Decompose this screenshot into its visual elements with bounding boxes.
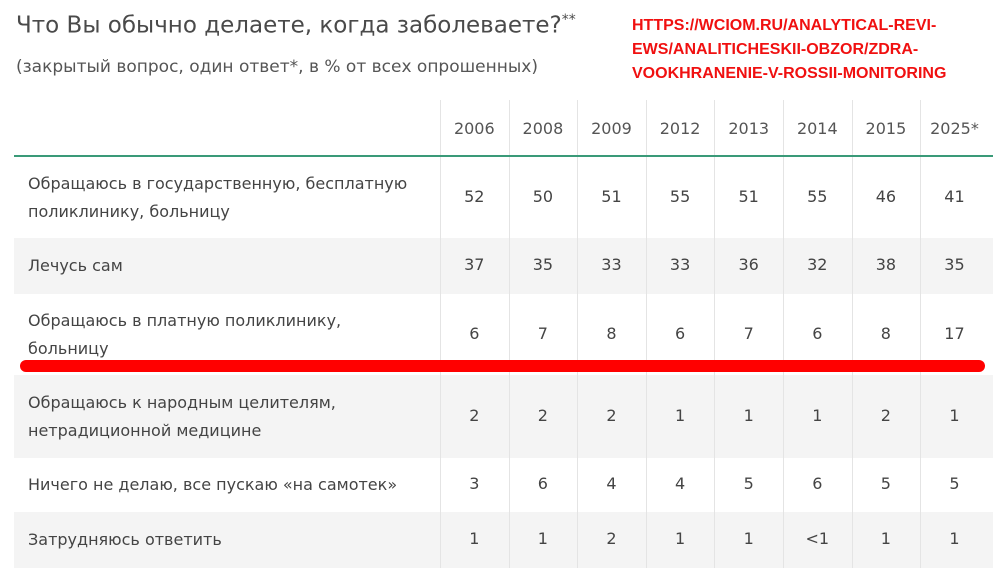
row-label-line: поликлинику, больницу — [28, 201, 230, 221]
column-header: 2009 — [591, 119, 632, 138]
column-divider — [714, 100, 716, 568]
value-cell: 51 — [738, 186, 759, 206]
value-cell: 51 — [601, 186, 622, 206]
row-label-line: больницу — [28, 338, 109, 358]
value-cell: 17 — [944, 323, 965, 343]
title: Что Вы обычно делаете, когда заболеваете… — [16, 12, 576, 39]
row-background — [14, 512, 993, 568]
row-label-line: Обращаюсь в платную поликлинику, — [28, 310, 342, 330]
row-label: Обращаюсь к народным целителям, нетрадици… — [28, 389, 336, 445]
value-cell: 1 — [743, 529, 754, 548]
value-cell: 55 — [807, 186, 828, 206]
column-header: 2025* — [930, 119, 979, 138]
row-label: Обращаюсь в государственную, бесплатную п… — [28, 170, 407, 226]
value-cell: 33 — [669, 255, 691, 274]
value-cell: 4 — [606, 474, 617, 493]
value-cell: 6 — [537, 474, 548, 493]
row-label-line: Лечусь сам — [28, 256, 123, 275]
value-cell: 2 — [606, 405, 617, 425]
value-cell: 5 — [743, 474, 754, 493]
value-cell: 1 — [675, 405, 686, 425]
url-line: VOOKHRANENIE-V-ROSSII-MONITORING — [632, 65, 947, 82]
value-cell: 1 — [743, 405, 754, 425]
row-label: Ничего не делаю, все пускаю «на самотек» — [28, 471, 397, 499]
column-divider — [440, 100, 441, 568]
value-cell: 36 — [738, 255, 759, 274]
value-cell: 41 — [944, 186, 965, 206]
value-cell: 55 — [669, 186, 691, 206]
value-cell: 3 — [469, 474, 480, 493]
value-cell: 8 — [880, 323, 891, 343]
title-mark: ** — [561, 12, 576, 28]
value-cell: 6 — [812, 474, 823, 493]
subtitle: (закрытый вопрос, один ответ*, в % от вс… — [16, 57, 538, 77]
row-label: Затрудняюсь ответить — [28, 526, 222, 554]
highlight-underline — [20, 360, 985, 372]
value-cell: 1 — [537, 529, 548, 548]
column-header: 2012 — [659, 119, 701, 138]
url-annotation: HTTPS://WCIOM.RU/ANALYTICAL-REVI- EWS/ANA… — [632, 14, 946, 86]
row-label-line: Обращаюсь к народным целителям, — [28, 392, 336, 412]
url-line: EWS/ANALITICHESKII-OBZOR/ZDRA- — [632, 41, 919, 58]
value-cell: 4 — [675, 474, 686, 493]
value-cell: 5 — [880, 474, 891, 493]
column-header: 2013 — [728, 119, 770, 138]
value-cell: 1 — [880, 529, 891, 548]
value-cell: 33 — [601, 255, 622, 274]
header-rule — [14, 155, 993, 157]
column-divider — [851, 100, 853, 568]
column-header: 2008 — [522, 119, 564, 138]
value-cell: 2 — [469, 405, 480, 425]
value-cell: 6 — [469, 323, 480, 343]
row-background — [14, 375, 993, 458]
value-cell: 6 — [675, 323, 686, 343]
column-divider — [783, 100, 784, 568]
column-header: 2006 — [453, 119, 495, 138]
title-text: Что Вы обычно делаете, когда заболеваете… — [16, 12, 562, 39]
column-divider — [645, 100, 647, 568]
row-label-line: Затрудняюсь ответить — [28, 530, 222, 549]
value-cell: 7 — [743, 323, 754, 343]
value-cell: 52 — [464, 186, 485, 206]
value-cell: 6 — [812, 323, 823, 343]
value-cell: 46 — [875, 186, 897, 206]
value-cell: 1 — [675, 529, 686, 548]
value-cell: 35 — [944, 255, 965, 274]
value-cell: 50 — [532, 186, 554, 206]
value-cell: 32 — [807, 255, 828, 274]
value-cell: 1 — [949, 529, 960, 548]
value-cell: 2 — [606, 529, 617, 548]
column-divider — [920, 100, 922, 568]
row-label-line: нетрадиционной медицине — [28, 420, 262, 440]
value-cell: 38 — [875, 255, 897, 274]
value-cell: 1 — [812, 405, 823, 425]
url-line: HTTPS://WCIOM.RU/ANALYTICAL-REVI- — [632, 17, 937, 34]
column-divider — [508, 100, 510, 568]
value-cell: 7 — [537, 323, 548, 343]
column-header: 2015 — [865, 119, 907, 138]
row-label-line: Обращаюсь в государственную, бесплатную — [28, 173, 408, 193]
value-cell: <1 — [805, 529, 830, 548]
value-cell: 1 — [469, 529, 480, 548]
value-cell: 2 — [537, 405, 548, 425]
row-label-line: Ничего не делаю, все пускаю «на самотек» — [28, 475, 398, 494]
row-background — [14, 238, 993, 294]
value-cell: 35 — [532, 255, 554, 274]
value-cell: 1 — [949, 405, 960, 425]
column-divider — [577, 100, 579, 568]
row-label: Обращаюсь в платную поликлинику, больницу — [28, 307, 341, 363]
value-cell: 5 — [949, 474, 960, 493]
value-cell: 2 — [880, 405, 891, 425]
value-cell: 37 — [464, 255, 485, 274]
value-cell: 8 — [606, 323, 617, 343]
column-header: 2014 — [796, 119, 838, 138]
row-label: Лечусь сам — [28, 252, 123, 280]
